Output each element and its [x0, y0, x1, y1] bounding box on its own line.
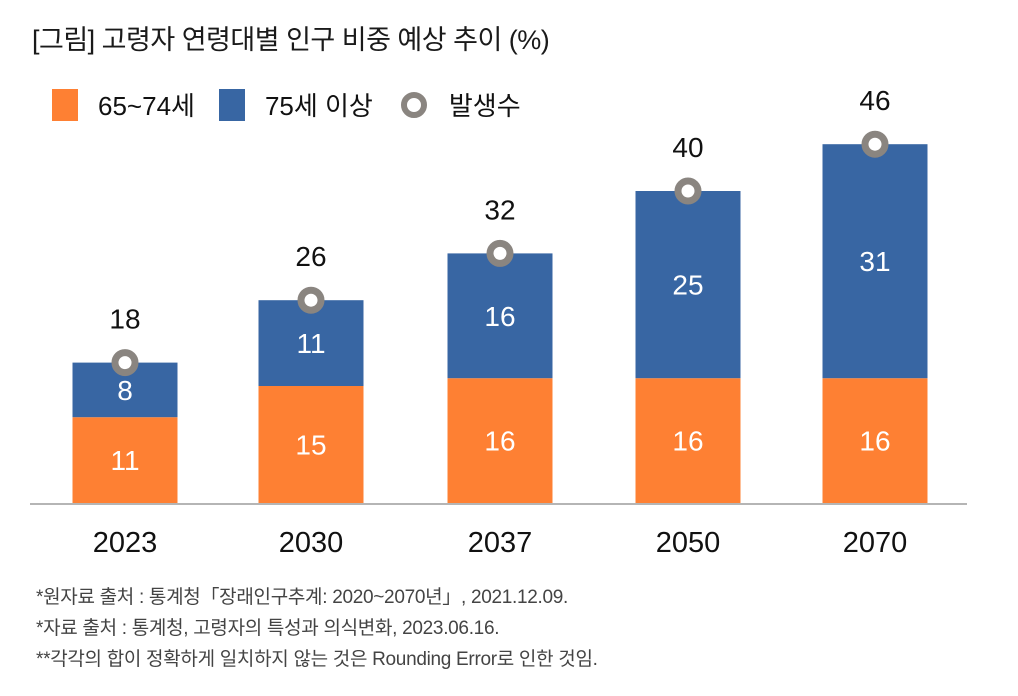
ring-marker-icon: [400, 91, 427, 118]
total-value-label: 32: [484, 194, 515, 225]
bar-segment-75-plus: [635, 191, 741, 379]
bar-value-label: 15: [295, 430, 326, 461]
total-marker: [297, 286, 325, 314]
footnote-source: *자료 출처 : 통계청, 고령자의 특성과 의식변화, 2023.06.16.: [36, 618, 500, 639]
bar-segment-65-74: [447, 378, 553, 503]
bar-segment-75-plus: [258, 300, 364, 386]
footnote-rounding: **각각의 합이 정확하게 일치하지 않는 것은 Rounding Error로…: [36, 649, 598, 670]
bar-value-label: 16: [859, 426, 890, 457]
legend-swatch-blue: [218, 88, 245, 121]
bar-value-label: 25: [672, 270, 703, 301]
legend-item-65-74: 65~74세: [52, 86, 195, 123]
bar-value-label: 16: [484, 301, 515, 332]
legend-swatch-orange: [52, 88, 78, 121]
x-tick-label: 2037: [468, 527, 533, 559]
total-value-label: 18: [109, 304, 140, 335]
bar-segment-75-plus: [822, 144, 928, 379]
x-tick-label: 2070: [843, 527, 908, 559]
bar-segment-65-74: [822, 378, 928, 503]
legend-item-75-plus: 75세 이상: [218, 86, 373, 123]
total-value-label: 40: [672, 132, 703, 163]
x-tick-label: 2030: [279, 527, 344, 559]
bar-value-label: 31: [859, 246, 890, 277]
bar-segment-75-plus: [447, 253, 553, 379]
bar-value-label: 16: [484, 426, 515, 457]
legend-item-total: 발생수: [397, 86, 521, 123]
legend-label: 발생수: [448, 91, 521, 121]
total-marker: [486, 239, 514, 267]
total-value-label: 46: [859, 85, 890, 116]
legend-label: 65~74세: [98, 91, 195, 121]
total-marker: [674, 177, 702, 205]
bar-value-label: 11: [110, 445, 139, 476]
bar-value-label: 16: [672, 426, 703, 457]
x-tick-label: 2023: [93, 527, 158, 559]
total-value-label: 26: [295, 241, 326, 272]
bar-value-label: 11: [296, 328, 325, 359]
bar-segment-65-74: [258, 386, 364, 503]
total-marker: [111, 349, 139, 377]
footnote-source-raw: *원자료 출처 : 통계청「장래인구추계: 2020~2070년」, 2021.…: [36, 587, 569, 608]
stacked-bar-chart: 11 8 18 2023 15 11 26 2030 16 16 32 2037 16 25 40 2050 1…: [30, 85, 967, 559]
legend-label: 75세 이상: [264, 91, 373, 121]
x-tick-label: 2050: [656, 527, 721, 559]
footnotes: *원자료 출처 : 통계청「장래인구추계: 2020~2070년」, 2021.…: [36, 582, 598, 675]
legend: 65~74세 75세 이상 발생수: [52, 86, 545, 123]
total-marker: [861, 130, 889, 158]
bar-value-label: 8: [117, 375, 133, 406]
bar-segment-65-74: [72, 417, 178, 503]
bar-segment-65-74: [635, 378, 741, 503]
chart-title: [그림] 고령자 연령대별 인구 비중 예상 추이 (%): [32, 25, 550, 55]
